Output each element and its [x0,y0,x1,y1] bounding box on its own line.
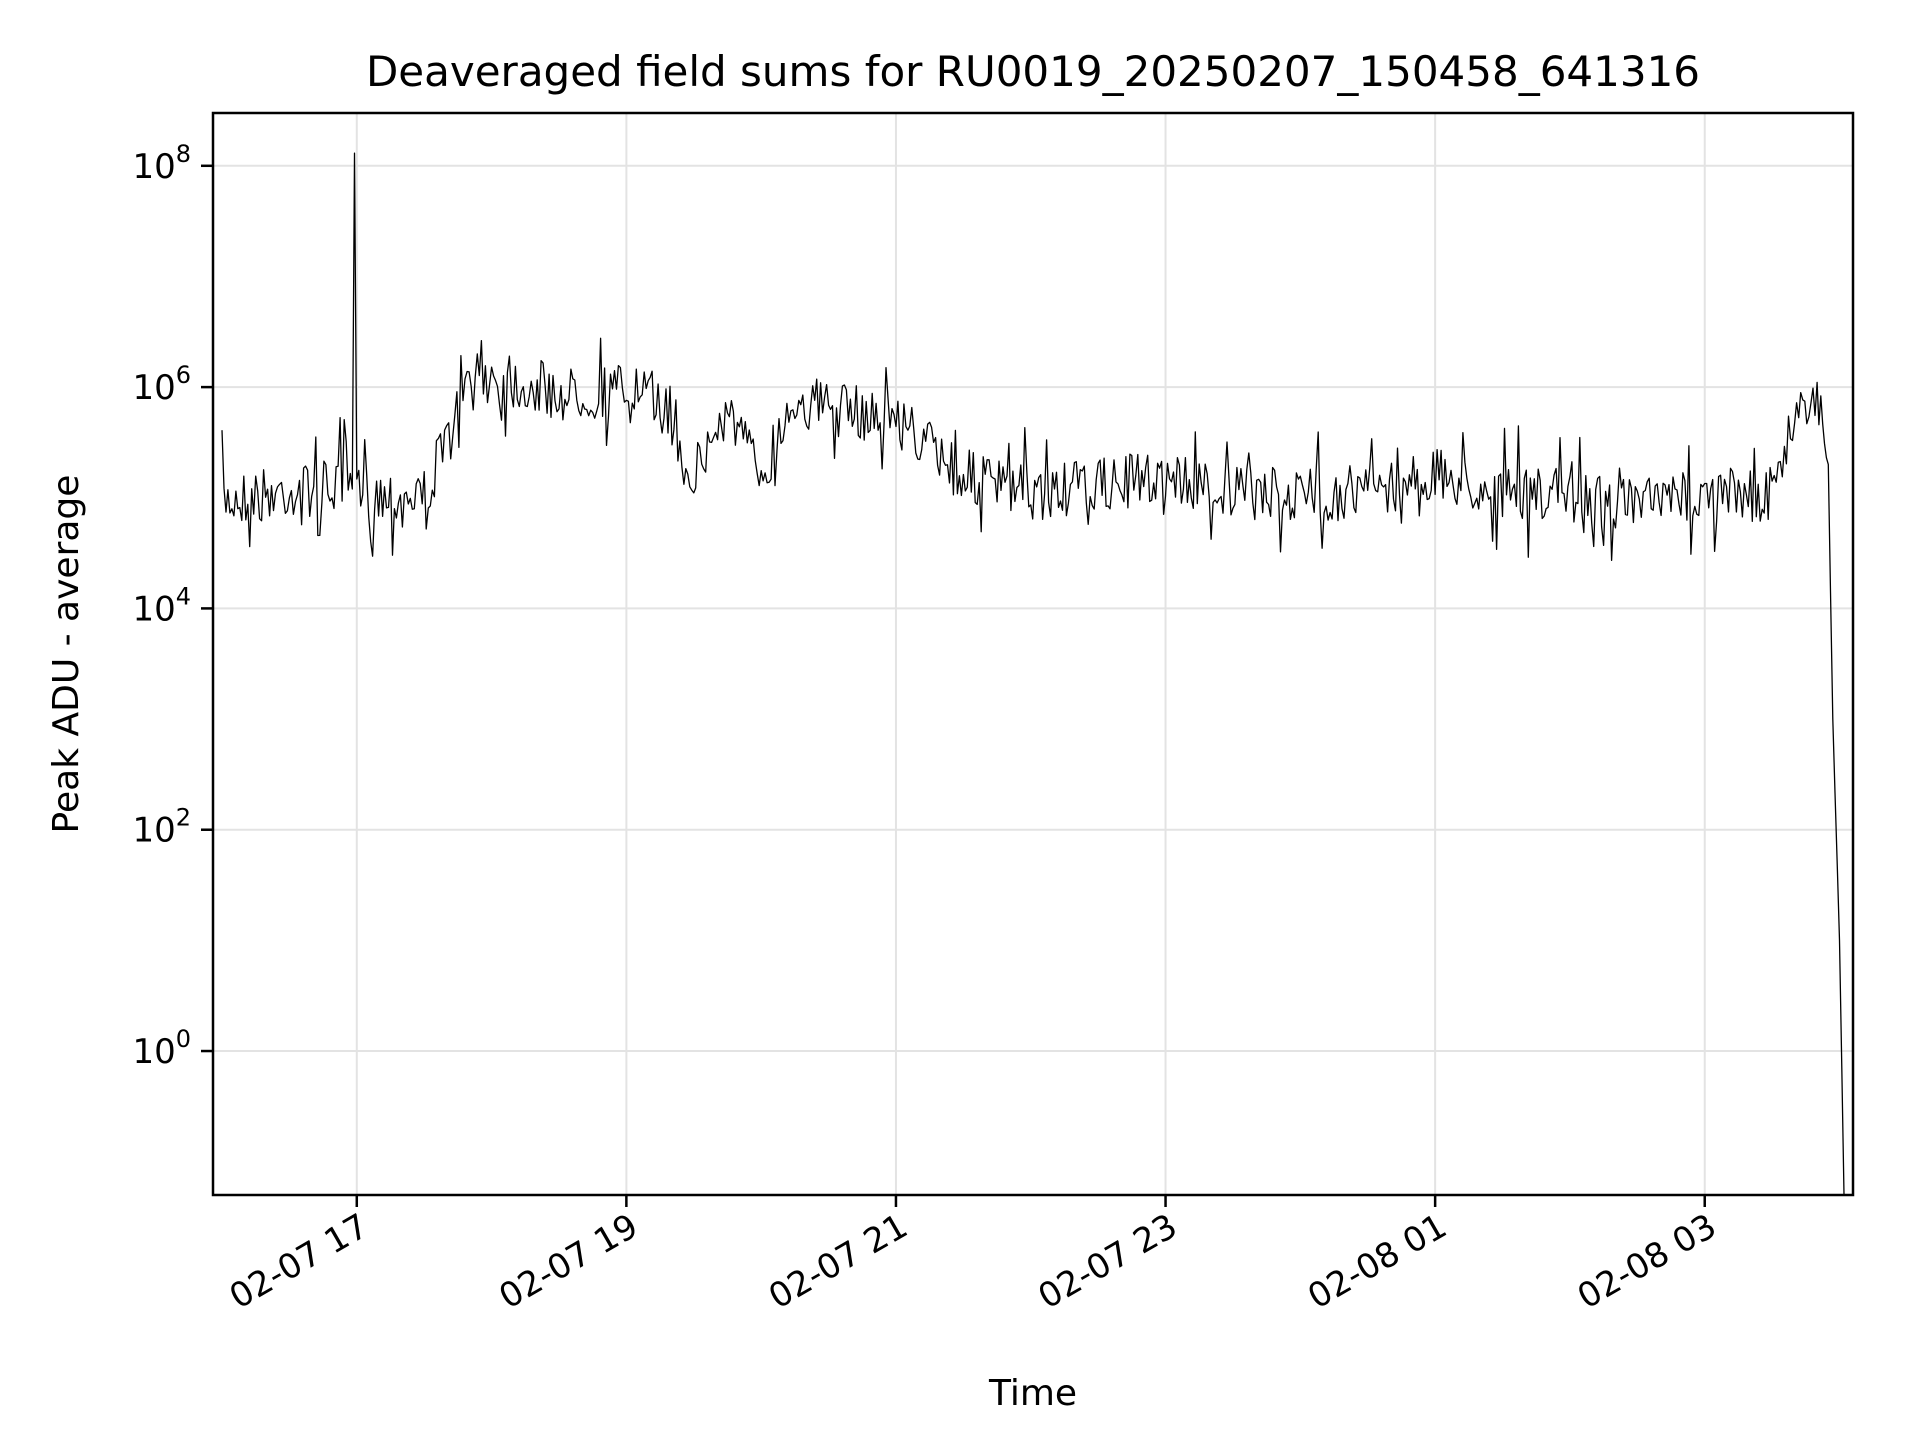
y-tick-label: 104 [132,582,191,629]
x-tick-label: 02-07 21 [762,1206,914,1317]
x-tick-label: 02-07 23 [1032,1206,1184,1317]
tick-layer: 02-07 17 02-07 19 02-07 21 02-07 23 02-08 01… [132,140,1723,1317]
plot-frame [211,111,1855,1197]
x-tick-label: 02-08 03 [1571,1206,1723,1317]
series-line [221,152,1845,1195]
y-tick-label: 100 [132,1025,191,1072]
chart-title: Deaveraged field sums for RU0019_2025020… [366,47,1700,96]
x-tick-label: 02-07 17 [223,1206,375,1317]
x-axis-label: Time [988,1373,1077,1414]
grid-layer [213,113,1853,1195]
x-tick-label: 02-08 01 [1301,1206,1453,1317]
y-tick-label: 106 [132,361,191,408]
y-tick-label: 102 [132,804,191,851]
y-axis-label: Peak ADU - average [46,475,87,834]
x-tick-label: 02-07 19 [492,1206,644,1317]
series-layer [221,152,1845,1195]
y-tick-label: 108 [132,140,191,187]
